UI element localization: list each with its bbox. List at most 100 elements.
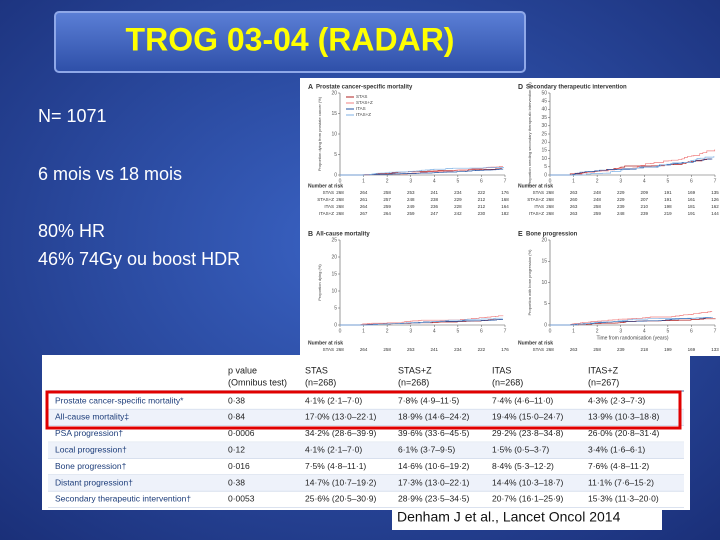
table-header: ITAS — [492, 365, 511, 375]
body-line: 46% 74Gy ou boost HDR — [38, 249, 240, 269]
y-tick-label: 25 — [331, 237, 337, 243]
risk-value: 259 — [593, 211, 601, 216]
risk-value: 268 — [336, 211, 344, 216]
row-label: All-cause mortality‡ — [55, 412, 129, 422]
y-tick-label: 0 — [544, 322, 547, 328]
table-header: (n=268) — [492, 377, 523, 387]
x-tick-label: 3 — [619, 178, 622, 184]
highlight-box — [45, 390, 682, 430]
risk-label: ITAS — [324, 204, 334, 209]
risk-value: 212 — [478, 197, 486, 202]
table-cell: 4·3% (2·3–7·3) — [588, 395, 645, 405]
table-cell: 20·7% (16·1–25·9) — [492, 494, 564, 504]
risk-value: 268 — [546, 347, 554, 352]
slide-title: TROG 03-04 (RADAR) — [126, 21, 455, 57]
table-cell: 7·6% (4·8–11·2) — [588, 461, 649, 471]
x-tick-label: 6 — [690, 178, 693, 184]
risk-label: ITAS+Z — [319, 211, 334, 216]
risk-value: 258 — [593, 347, 601, 352]
risk-value: 260 — [570, 197, 578, 202]
y-axis-label: Proportion needing secondary therapeutic… — [527, 82, 532, 186]
risk-value: 258 — [383, 347, 391, 352]
table-header: ITAS+Z — [588, 365, 619, 375]
row-label: Distant progression† — [55, 477, 133, 487]
risk-title: Number at risk — [308, 340, 343, 346]
row-stripe — [48, 475, 684, 492]
row-label: Bone progression† — [55, 461, 127, 471]
table-cell: 6·1% (3·7–9·5) — [398, 444, 455, 454]
x-tick-label: 6 — [480, 328, 483, 334]
legend-label: ITAS+Z — [356, 112, 371, 117]
risk-value: 198 — [664, 204, 672, 209]
risk-value: 229 — [617, 197, 625, 202]
risk-value: 268 — [546, 197, 554, 202]
risk-value: 264 — [360, 347, 368, 352]
risk-value: 248 — [617, 211, 625, 216]
x-tick-label: 0 — [339, 328, 342, 334]
risk-value: 253 — [407, 347, 415, 352]
legend-label: ITAS — [356, 106, 366, 111]
table-cell: 14·6% (10·6–19·2) — [398, 461, 470, 471]
risk-value: 168 — [501, 197, 509, 202]
y-tick-label: 10 — [331, 288, 337, 294]
risk-value: 230 — [478, 211, 486, 216]
risk-value: 261 — [360, 197, 368, 202]
table-header: (Omnibus test) — [228, 377, 287, 387]
panel-title: All-cause mortality — [316, 232, 370, 238]
table-cell: 29·2% (23·8–34·8) — [492, 428, 564, 438]
risk-value: 268 — [546, 204, 554, 209]
panel-letter: B — [308, 231, 313, 238]
table-cell: 7·5% (4·8–11·1) — [305, 461, 366, 471]
table-cell: 0·0053 — [228, 494, 255, 504]
risk-value: 133 — [711, 347, 719, 352]
curve-illustration — [340, 317, 503, 326]
curve-illustration — [550, 317, 713, 326]
table-cell: 17·3% (13·0–22·1) — [398, 477, 470, 487]
table-header: STAS+Z — [398, 365, 432, 375]
risk-value: 259 — [407, 211, 415, 216]
y-tick-label: 5 — [544, 301, 547, 307]
x-tick-label: 0 — [549, 178, 552, 184]
risk-value: 263 — [570, 204, 578, 209]
risk-value: 228 — [454, 204, 462, 209]
risk-value: 258 — [383, 190, 391, 195]
table-cell: 26·0% (20·8–31·4) — [588, 428, 660, 438]
row-label: PSA progression† — [55, 428, 123, 438]
row-stripe — [48, 409, 684, 426]
x-tick-label: 7 — [504, 328, 507, 334]
risk-value: 219 — [664, 211, 672, 216]
y-axis-label: Proportion dying (%) — [317, 264, 322, 301]
risk-value: 264 — [360, 190, 368, 195]
risk-value: 268 — [336, 197, 344, 202]
x-axis-label: Time from randomisation (years) — [596, 335, 668, 341]
risk-value: 222 — [478, 347, 486, 352]
risk-value: 182 — [501, 211, 509, 216]
risk-value: 207 — [641, 197, 649, 202]
risk-value: 236 — [431, 204, 439, 209]
title-box — [54, 11, 526, 73]
y-tick-label: 0 — [334, 172, 337, 178]
x-tick-label: 5 — [456, 328, 459, 334]
x-tick-label: 2 — [386, 178, 389, 184]
citation: Denham J et al., Lancet Oncol 2014 — [397, 509, 621, 525]
risk-value: 257 — [383, 197, 391, 202]
x-tick-label: 7 — [504, 178, 507, 184]
risk-value: 199 — [664, 347, 672, 352]
risk-value: 161 — [688, 197, 696, 202]
x-tick-label: 3 — [409, 328, 412, 334]
risk-value: 176 — [501, 347, 509, 352]
risk-value: 176 — [501, 190, 509, 195]
table-header: (n=268) — [305, 377, 336, 387]
body-line: N= 1071 — [38, 106, 107, 126]
panel-letter: D — [518, 84, 523, 91]
risk-value: 241 — [431, 347, 439, 352]
table-cell: 18·9% (14·6–24·2) — [398, 412, 470, 422]
risk-value: 242 — [454, 211, 462, 216]
risk-value: 248 — [593, 190, 601, 195]
curve-illustration — [340, 167, 504, 176]
table-cell: 13·9% (10·3–18·8) — [588, 412, 660, 422]
y-tick-label: 40 — [541, 107, 547, 113]
x-tick-label: 3 — [619, 328, 622, 334]
table-cell: 14·7% (10·7–19·2) — [305, 477, 377, 487]
